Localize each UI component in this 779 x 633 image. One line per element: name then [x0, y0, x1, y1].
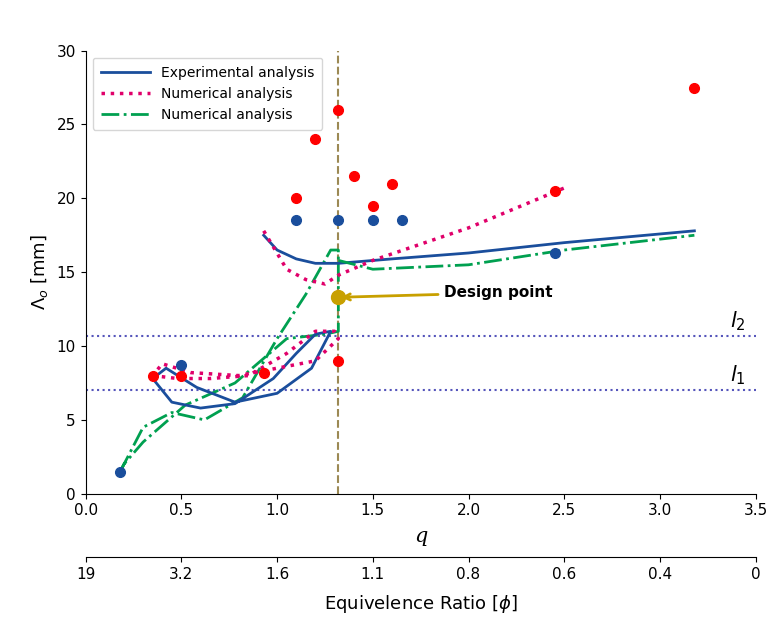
X-axis label: q: q — [414, 527, 428, 546]
Text: Design point: Design point — [344, 285, 552, 300]
Y-axis label: $\Lambda_o$ [mm]: $\Lambda_o$ [mm] — [29, 234, 50, 310]
Text: $l_2$: $l_2$ — [731, 309, 746, 333]
Text: $l_1$: $l_1$ — [731, 364, 746, 387]
Legend: Experimental analysis, Numerical analysis, Numerical analysis: Experimental analysis, Numerical analysi… — [93, 58, 323, 130]
X-axis label: Equivelence Ratio [$\phi$]: Equivelence Ratio [$\phi$] — [324, 593, 517, 615]
